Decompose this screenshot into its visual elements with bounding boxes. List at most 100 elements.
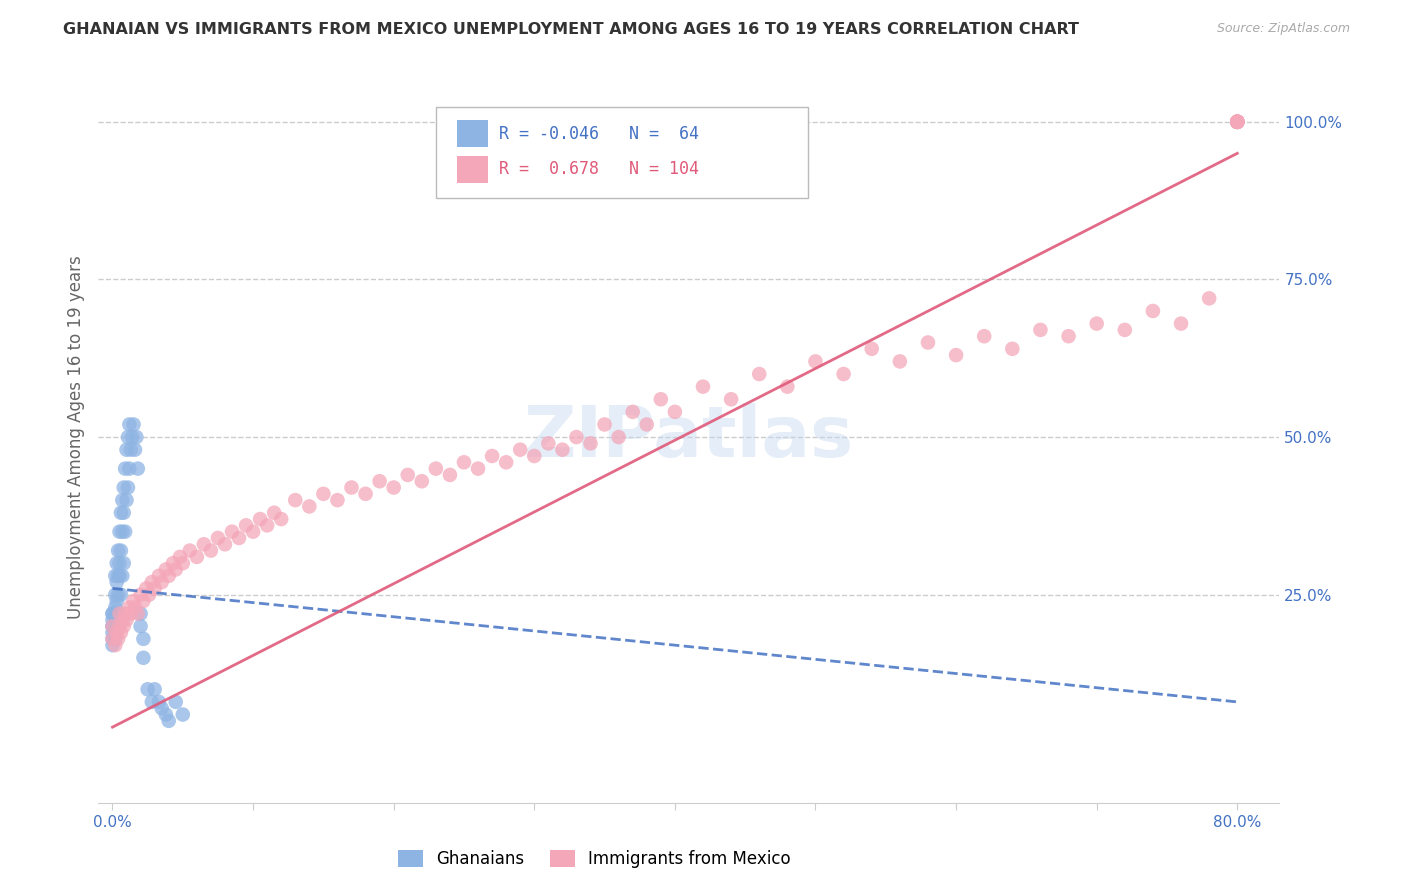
Point	[115, 613, 138, 627]
Point	[107, 607, 129, 621]
Point	[150, 701, 173, 715]
Text: Source: ZipAtlas.com: Source: ZipAtlas.com	[1216, 22, 1350, 36]
Point	[105, 594, 128, 608]
Point	[579, 436, 602, 450]
Point	[101, 619, 124, 633]
Point	[776, 379, 799, 393]
Point	[1085, 317, 1108, 331]
Point	[235, 518, 257, 533]
Point	[112, 556, 135, 570]
Point	[636, 417, 658, 432]
Point	[111, 613, 134, 627]
Point	[141, 575, 163, 590]
Point	[1226, 115, 1249, 129]
Point	[917, 335, 939, 350]
Point	[132, 632, 155, 646]
Point	[121, 430, 143, 444]
Point	[165, 562, 187, 576]
Point	[110, 588, 132, 602]
Point	[111, 493, 134, 508]
Point	[945, 348, 967, 362]
Point	[120, 607, 142, 621]
Point	[136, 682, 159, 697]
Point	[150, 575, 173, 590]
Point	[1226, 115, 1249, 129]
Point	[396, 467, 419, 482]
Point	[157, 569, 180, 583]
Point	[132, 594, 155, 608]
Point	[1226, 115, 1249, 129]
Point	[155, 707, 177, 722]
Point	[495, 455, 517, 469]
Point	[129, 588, 152, 602]
Point	[621, 405, 644, 419]
Point	[118, 600, 141, 615]
Text: R =  0.678   N = 104: R = 0.678 N = 104	[499, 161, 699, 178]
Point	[132, 650, 155, 665]
Point	[1226, 115, 1249, 129]
Point	[368, 474, 391, 488]
Point	[115, 442, 138, 457]
Point	[114, 461, 136, 475]
Point	[256, 518, 278, 533]
Point	[114, 524, 136, 539]
Point	[114, 607, 136, 621]
Point	[112, 619, 135, 633]
Point	[650, 392, 672, 407]
Point	[107, 588, 129, 602]
Point	[108, 607, 131, 621]
Point	[523, 449, 546, 463]
Point	[228, 531, 250, 545]
Point	[326, 493, 349, 508]
Point	[105, 575, 128, 590]
Point	[129, 607, 152, 621]
Point	[439, 467, 461, 482]
Point	[101, 619, 124, 633]
Point	[832, 367, 855, 381]
Text: GHANAIAN VS IMMIGRANTS FROM MEXICO UNEMPLOYMENT AMONG AGES 16 TO 19 YEARS CORREL: GHANAIAN VS IMMIGRANTS FROM MEXICO UNEMP…	[63, 22, 1080, 37]
Point	[138, 588, 160, 602]
Point	[124, 442, 146, 457]
Point	[141, 695, 163, 709]
Point	[104, 638, 127, 652]
Text: R = -0.046   N =  64: R = -0.046 N = 64	[499, 125, 699, 143]
Point	[122, 594, 145, 608]
Point	[692, 379, 714, 393]
Point	[1226, 115, 1249, 129]
Point	[284, 493, 307, 508]
Point	[193, 537, 215, 551]
Point	[101, 613, 124, 627]
Point	[162, 556, 184, 570]
Point	[1142, 304, 1164, 318]
Y-axis label: Unemployment Among Ages 16 to 19 years: Unemployment Among Ages 16 to 19 years	[66, 255, 84, 619]
Point	[1226, 115, 1249, 129]
Point	[481, 449, 503, 463]
Point	[115, 493, 138, 508]
Point	[127, 607, 149, 621]
Point	[105, 619, 128, 633]
Point	[1226, 115, 1249, 129]
Point	[340, 481, 363, 495]
Legend: Ghanaians, Immigrants from Mexico: Ghanaians, Immigrants from Mexico	[392, 844, 797, 875]
Point	[242, 524, 264, 539]
Point	[104, 632, 127, 646]
Point	[1057, 329, 1080, 343]
Point	[720, 392, 742, 407]
Point	[110, 543, 132, 558]
Point	[111, 524, 134, 539]
Point	[101, 632, 124, 646]
Point	[107, 632, 129, 646]
Point	[1226, 115, 1249, 129]
Point	[889, 354, 911, 368]
Point	[382, 481, 405, 495]
Point	[1001, 342, 1024, 356]
Point	[112, 506, 135, 520]
Point	[127, 461, 149, 475]
Point	[748, 367, 770, 381]
Point	[148, 695, 170, 709]
Point	[117, 481, 139, 495]
Point	[221, 524, 243, 539]
Point	[101, 607, 124, 621]
Point	[104, 588, 127, 602]
Point	[143, 682, 166, 697]
